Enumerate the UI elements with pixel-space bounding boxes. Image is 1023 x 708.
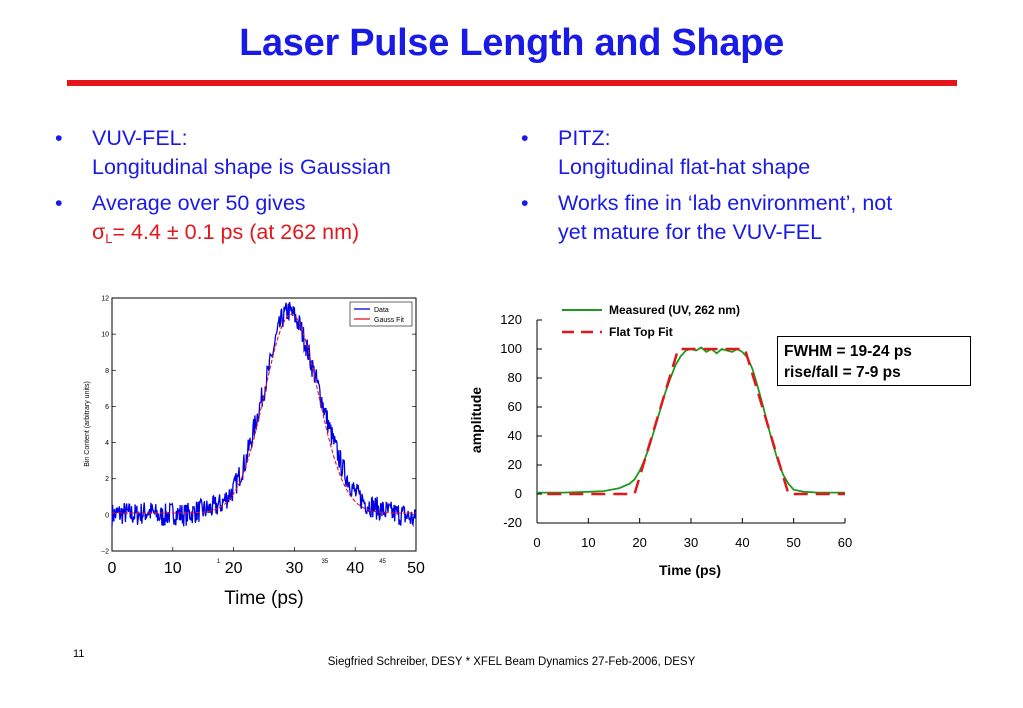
bullet-text: yet mature for the VUV-FEL	[558, 220, 823, 244]
inner-x-tick-label: 35	[321, 559, 328, 565]
y-tick-label: 40	[508, 428, 522, 443]
bullet-text: Longitudinal flat-hat shape	[558, 155, 811, 179]
y-tick-label: 100	[500, 341, 522, 356]
legend-entry: Gauss Fit	[374, 317, 404, 324]
y-tick-label: 8	[105, 368, 109, 375]
x-tick-label: 10	[581, 535, 595, 550]
y-tick-label: 120	[500, 312, 522, 327]
y-tick-label: −2	[101, 549, 109, 556]
rise-fall-text: rise/fall = 7-9 ps	[784, 364, 901, 381]
x-tick-label: 50	[786, 535, 800, 550]
bullet-heading: PITZ:	[558, 126, 611, 150]
x-tick-label: 0	[108, 560, 117, 577]
title-underline	[67, 80, 957, 86]
legend-box	[349, 301, 413, 327]
x-tick-label: 50	[407, 560, 425, 577]
sigma-value: = 4.4 ± 0.1 ps (at 262 nm)	[112, 220, 360, 244]
bullet-item: • Works fine in ‘lab environment’, not y…	[521, 189, 1001, 247]
x-tick-label: 60	[838, 535, 852, 550]
bullet-item: • Average over 50 gives σL= 4.4 ± 0.1 ps…	[55, 189, 495, 253]
sigma-result: σL= 4.4 ± 0.1 ps (at 262 nm)	[92, 218, 495, 253]
y-axis-label: amplitude	[468, 387, 484, 453]
fwhm-annotation-box: FWHM = 19-24 ps rise/fall = 7-9 ps	[777, 336, 971, 386]
fwhm-text: FWHM = 19-24 ps	[784, 343, 912, 360]
gaussian-pulse-chart: Bin Content (arbitrary units) Time (ps) …	[84, 296, 425, 610]
bullet-text: Works fine in ‘lab environment’, not	[558, 191, 893, 215]
bullet-heading: VUV-FEL:	[92, 126, 188, 150]
series-measured-line	[537, 346, 845, 494]
x-tick-label: 30	[286, 560, 304, 577]
x-tick-label: 0	[533, 535, 540, 550]
y-tick-label: 0	[105, 512, 109, 519]
x-tick-label: 20	[225, 560, 243, 577]
bullet-dot: •	[521, 126, 529, 150]
y-tick-label: 60	[508, 399, 522, 414]
legend: Data Gauss Fit	[349, 301, 413, 327]
bullet-dot: •	[55, 191, 63, 215]
y-tick-label: -20	[503, 515, 522, 530]
x-tick-label: 10	[164, 560, 182, 577]
legend-entry: Measured (UV, 262 nm)	[609, 303, 740, 317]
bullet-text: Average over 50 gives	[92, 191, 306, 215]
left-bullet-list: • VUV-FEL: Longitudinal shape is Gaussia…	[55, 124, 495, 260]
x-tick-label: 40	[346, 560, 364, 577]
bullet-dot: •	[521, 191, 529, 215]
sigma-symbol: σ	[92, 220, 106, 244]
bullet-text: Longitudinal shape is Gaussian	[92, 155, 391, 179]
bullet-item: • PITZ: Longitudinal flat-hat shape	[521, 124, 1001, 182]
y-tick-label: 2	[105, 476, 109, 483]
y-tick-label: 80	[508, 370, 522, 385]
x-tick-label: 20	[632, 535, 646, 550]
footer-text: Siegfried Schreiber, DESY * XFEL Beam Dy…	[327, 656, 696, 668]
slide-title: Laser Pulse Length and Shape	[239, 22, 784, 64]
y-tick-label: 4	[105, 440, 109, 447]
y-tick-label: 20	[508, 457, 522, 472]
series-gauss-fit-line	[112, 313, 416, 514]
right-bullet-list: • PITZ: Longitudinal flat-hat shape • Wo…	[521, 124, 1001, 254]
legend: Measured (UV, 262 nm) Flat Top Fit	[562, 303, 740, 339]
y-axis-label: Bin Content (arbitrary units)	[84, 381, 91, 467]
legend-entry: Flat Top Fit	[609, 325, 673, 339]
series-flat-top-fit-line	[547, 347, 845, 496]
x-tick-label: 40	[735, 535, 749, 550]
x-axis-label: Time (ps)	[659, 562, 721, 578]
legend-entry: Data	[374, 307, 389, 314]
sigma-subscript: L	[105, 231, 113, 246]
flat-top-pulse-chart: amplitude Time (ps) -20 0 20 40 60 80 100 120 0 1…	[468, 303, 852, 578]
bullet-item: • VUV-FEL: Longitudinal shape is Gaussia…	[55, 124, 495, 182]
inner-x-tick-label: 45	[379, 559, 386, 565]
y-tick-label: 0	[515, 486, 522, 501]
y-tick-label: 12	[101, 296, 109, 303]
x-axis-label: Time (ps)	[224, 588, 304, 609]
bullet-dot: •	[55, 126, 63, 150]
page-number: 11	[73, 648, 85, 660]
y-tick-label: 10	[101, 332, 109, 339]
x-tick-label: 30	[684, 535, 698, 550]
y-tick-label: 6	[105, 404, 109, 411]
inner-x-tick-label: 1	[217, 559, 221, 565]
